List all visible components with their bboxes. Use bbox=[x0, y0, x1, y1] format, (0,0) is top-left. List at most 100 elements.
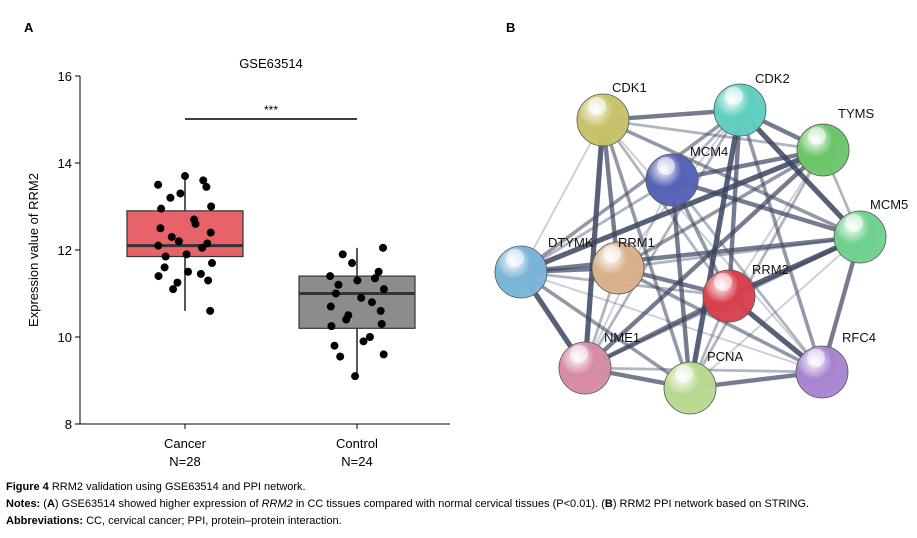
node-highlight bbox=[570, 345, 588, 363]
panel-label: B bbox=[506, 20, 515, 35]
edge bbox=[738, 109, 824, 373]
panel-label: A bbox=[24, 20, 34, 35]
data-point bbox=[353, 276, 362, 285]
edge bbox=[602, 118, 861, 239]
data-point bbox=[161, 252, 170, 261]
edge bbox=[601, 119, 731, 297]
data-point bbox=[330, 341, 339, 350]
data-point bbox=[379, 350, 388, 359]
data-point bbox=[169, 285, 178, 294]
node-highlight bbox=[714, 273, 732, 291]
data-point bbox=[176, 189, 185, 198]
data-point bbox=[204, 276, 213, 285]
edge bbox=[617, 235, 861, 270]
x-tick-label: Cancer bbox=[164, 436, 207, 451]
y-tick-label: 10 bbox=[58, 330, 72, 345]
node-highlight bbox=[506, 249, 524, 267]
edge bbox=[520, 147, 824, 275]
edge bbox=[670, 179, 824, 373]
data-point bbox=[326, 302, 335, 311]
data-point bbox=[370, 274, 379, 283]
data-point bbox=[181, 172, 189, 181]
node-label: PCNA bbox=[707, 349, 743, 364]
network: CDK1 CDK2 TYMS MCM4 MCM5 DTYMK RRM1 RRM2 NME1 PCN… bbox=[494, 71, 908, 415]
data-point bbox=[351, 372, 360, 381]
group-size: N=28 bbox=[169, 454, 200, 469]
data-point bbox=[207, 259, 216, 268]
edge bbox=[688, 149, 825, 389]
figure: A B GSE63514 Expression value of RRM2 CD… bbox=[24, 20, 908, 469]
data-point bbox=[157, 204, 166, 213]
node-label: CDK1 bbox=[612, 80, 647, 95]
data-point bbox=[206, 228, 215, 237]
data-point bbox=[334, 280, 343, 289]
abbreviations-text: CC, cervical cancer; PPI, protein–protei… bbox=[86, 515, 342, 527]
data-point bbox=[207, 202, 216, 211]
data-point bbox=[367, 298, 376, 307]
data-point bbox=[379, 243, 388, 252]
box bbox=[298, 275, 416, 329]
node-highlight bbox=[588, 97, 606, 115]
data-point bbox=[160, 263, 169, 272]
node-highlight bbox=[603, 245, 621, 263]
caption-line: Figure 4 RRM2 validation using GSE63514 … bbox=[6, 481, 306, 493]
node-highlight bbox=[725, 87, 743, 105]
chart-title: GSE63514 bbox=[239, 56, 303, 71]
node-highlight bbox=[845, 214, 863, 232]
notes-text: ( bbox=[40, 498, 47, 510]
data-point bbox=[166, 193, 175, 202]
significance-label: *** bbox=[264, 103, 278, 117]
data-point bbox=[376, 306, 385, 315]
node-highlight bbox=[807, 349, 825, 367]
y-tick-label: 16 bbox=[58, 69, 72, 84]
data-point bbox=[342, 315, 351, 324]
edge bbox=[520, 271, 823, 373]
node-label: TYMS bbox=[838, 106, 874, 121]
data-point bbox=[202, 182, 211, 191]
y-tick-label: 12 bbox=[58, 243, 72, 258]
data-point bbox=[199, 176, 208, 185]
edge bbox=[728, 149, 824, 297]
y-axis-label: Expression value of RRM2 bbox=[26, 173, 41, 327]
node-label: RRM1 bbox=[618, 235, 655, 250]
edge bbox=[602, 119, 823, 373]
abbreviations-line: Abbreviations: CC, cervical cancer; PPI,… bbox=[6, 515, 342, 527]
notes-line: Notes: (A) GSE63514 showed higher expres… bbox=[6, 498, 809, 510]
data-point bbox=[359, 337, 368, 346]
data-point bbox=[365, 333, 374, 341]
edge bbox=[602, 118, 824, 152]
edge bbox=[519, 270, 692, 390]
abbreviations-label: Abbreviations: bbox=[6, 515, 84, 527]
data-point bbox=[198, 243, 207, 252]
notes-text: in CC tissues compared with normal cervi… bbox=[292, 498, 605, 510]
data-point bbox=[154, 180, 163, 189]
y-tick-label: 14 bbox=[58, 156, 72, 171]
edge bbox=[671, 177, 861, 240]
x-tick-label: Control bbox=[336, 436, 378, 451]
notes-text: ) GSE63514 showed higher expression of bbox=[54, 498, 262, 510]
edge bbox=[617, 148, 824, 270]
data-point bbox=[174, 237, 183, 246]
data-point bbox=[184, 267, 193, 276]
data-point bbox=[327, 322, 336, 331]
node-label: RRM2 bbox=[752, 262, 789, 277]
data-point bbox=[374, 267, 383, 276]
edge bbox=[520, 178, 673, 274]
notes-text: A bbox=[46, 498, 55, 510]
y-tick-label: 8 bbox=[65, 417, 72, 432]
data-point bbox=[357, 293, 366, 302]
node-label: RFC4 bbox=[842, 330, 876, 345]
edge bbox=[583, 109, 742, 369]
node-label: MCM4 bbox=[690, 144, 728, 159]
data-point bbox=[191, 219, 200, 228]
caption-text: RRM2 validation using GSE63514 and PPI n… bbox=[51, 481, 306, 493]
edge bbox=[689, 236, 861, 389]
data-point bbox=[154, 272, 163, 281]
notes-text: B bbox=[604, 498, 613, 510]
data-point bbox=[173, 278, 182, 287]
node-highlight bbox=[808, 127, 826, 145]
data-point bbox=[348, 259, 357, 268]
box bbox=[126, 210, 244, 258]
edge bbox=[601, 119, 692, 389]
